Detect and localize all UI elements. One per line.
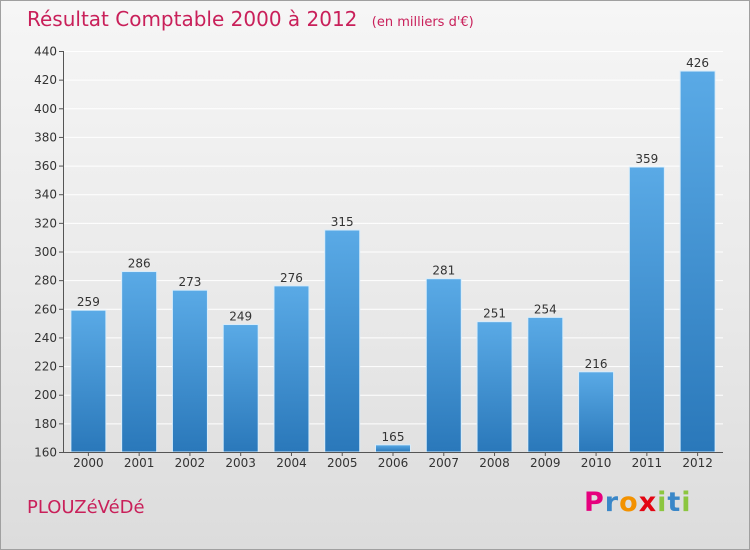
y-tick-label: 160 [34,446,57,460]
x-tick-label-2002: 2002 [175,456,206,470]
data-label-2009: 254 [534,302,557,316]
commune-name: PLOUZéVéDé [27,497,145,518]
data-label-2007: 281 [432,264,455,278]
x-tick-label-2011: 2011 [632,456,663,470]
y-tick-label: 200 [34,388,57,402]
logo-letter: P [584,487,605,518]
y-tick-label: 380 [34,130,57,144]
y-tick-label: 280 [34,274,57,288]
bar-2003 [222,324,259,453]
logo-letter: r [604,487,620,518]
chart-subtitle: (en milliers d'€) [371,15,474,30]
data-label-2001: 286 [128,257,151,271]
bar-2004 [273,285,310,453]
x-tick-label-2003: 2003 [225,456,256,470]
bar-2001 [121,271,158,453]
x-tick-label-2006: 2006 [378,456,409,470]
data-label-2002: 273 [178,275,201,289]
bar-2008 [476,321,513,453]
y-tick-label: 400 [34,102,57,116]
x-tick-label-2012: 2012 [682,456,713,470]
bar-2006 [375,444,411,453]
bar-2007 [425,278,462,453]
bar-2012 [679,70,716,453]
logo-letter: x [638,487,658,518]
data-label-2011: 359 [635,152,658,166]
x-tick-label-2009: 2009 [530,456,561,470]
logo-letter: i [657,487,668,518]
bar-2010 [578,371,615,453]
x-tick-label-2010: 2010 [581,456,612,470]
chart-title-block: Résultat Comptable 2000 à 2012 (en milli… [27,7,474,31]
y-tick-label: 300 [34,245,57,259]
y-tick-label: 440 [34,45,57,59]
data-label-2005: 315 [331,215,354,229]
y-tick-label: 220 [34,360,57,374]
y-tick-label: 240 [34,331,57,345]
data-label-2006: 165 [382,430,405,444]
logo-letter: t [667,487,682,518]
y-tick-label: 360 [34,159,57,173]
bar-2005 [324,229,361,453]
axes: 160 180 200 220 240 260 280 300 320 340 360 380 400 4… [34,45,723,470]
x-tick-label-2007: 2007 [428,456,459,470]
data-label-2010: 216 [585,357,608,371]
bar-2011 [628,166,665,453]
data-label-2000: 259 [77,295,100,309]
data-label-2004: 276 [280,271,303,285]
data-label-2012: 426 [686,56,709,70]
x-tick-label-2001: 2001 [124,456,155,470]
x-tick-label-2000: 2000 [73,456,104,470]
bars: 259 286 273 249 276 315 165 281 251 254 216 359 426 [70,56,716,453]
logo-letter: o [619,487,639,518]
y-tick-label: 320 [34,216,57,230]
bar-2000 [70,309,107,453]
x-tick-label-2008: 2008 [479,456,510,470]
bar-2002 [171,289,208,453]
data-label-2008: 251 [483,307,506,321]
y-tick-label: 340 [34,188,57,202]
y-tick-label: 260 [34,302,57,316]
x-tick-label-2005: 2005 [327,456,358,470]
bar-2009 [527,316,564,453]
proxiti-logo: Proxiti [584,487,692,518]
chart-title: Résultat Comptable 2000 à 2012 [27,7,358,31]
gridlines [63,51,723,453]
logo-letter: i [681,487,692,518]
data-label-2003: 249 [229,310,252,324]
y-tick-label: 420 [34,73,57,87]
y-tick-label: 180 [34,417,57,431]
x-tick-label-2004: 2004 [276,456,307,470]
